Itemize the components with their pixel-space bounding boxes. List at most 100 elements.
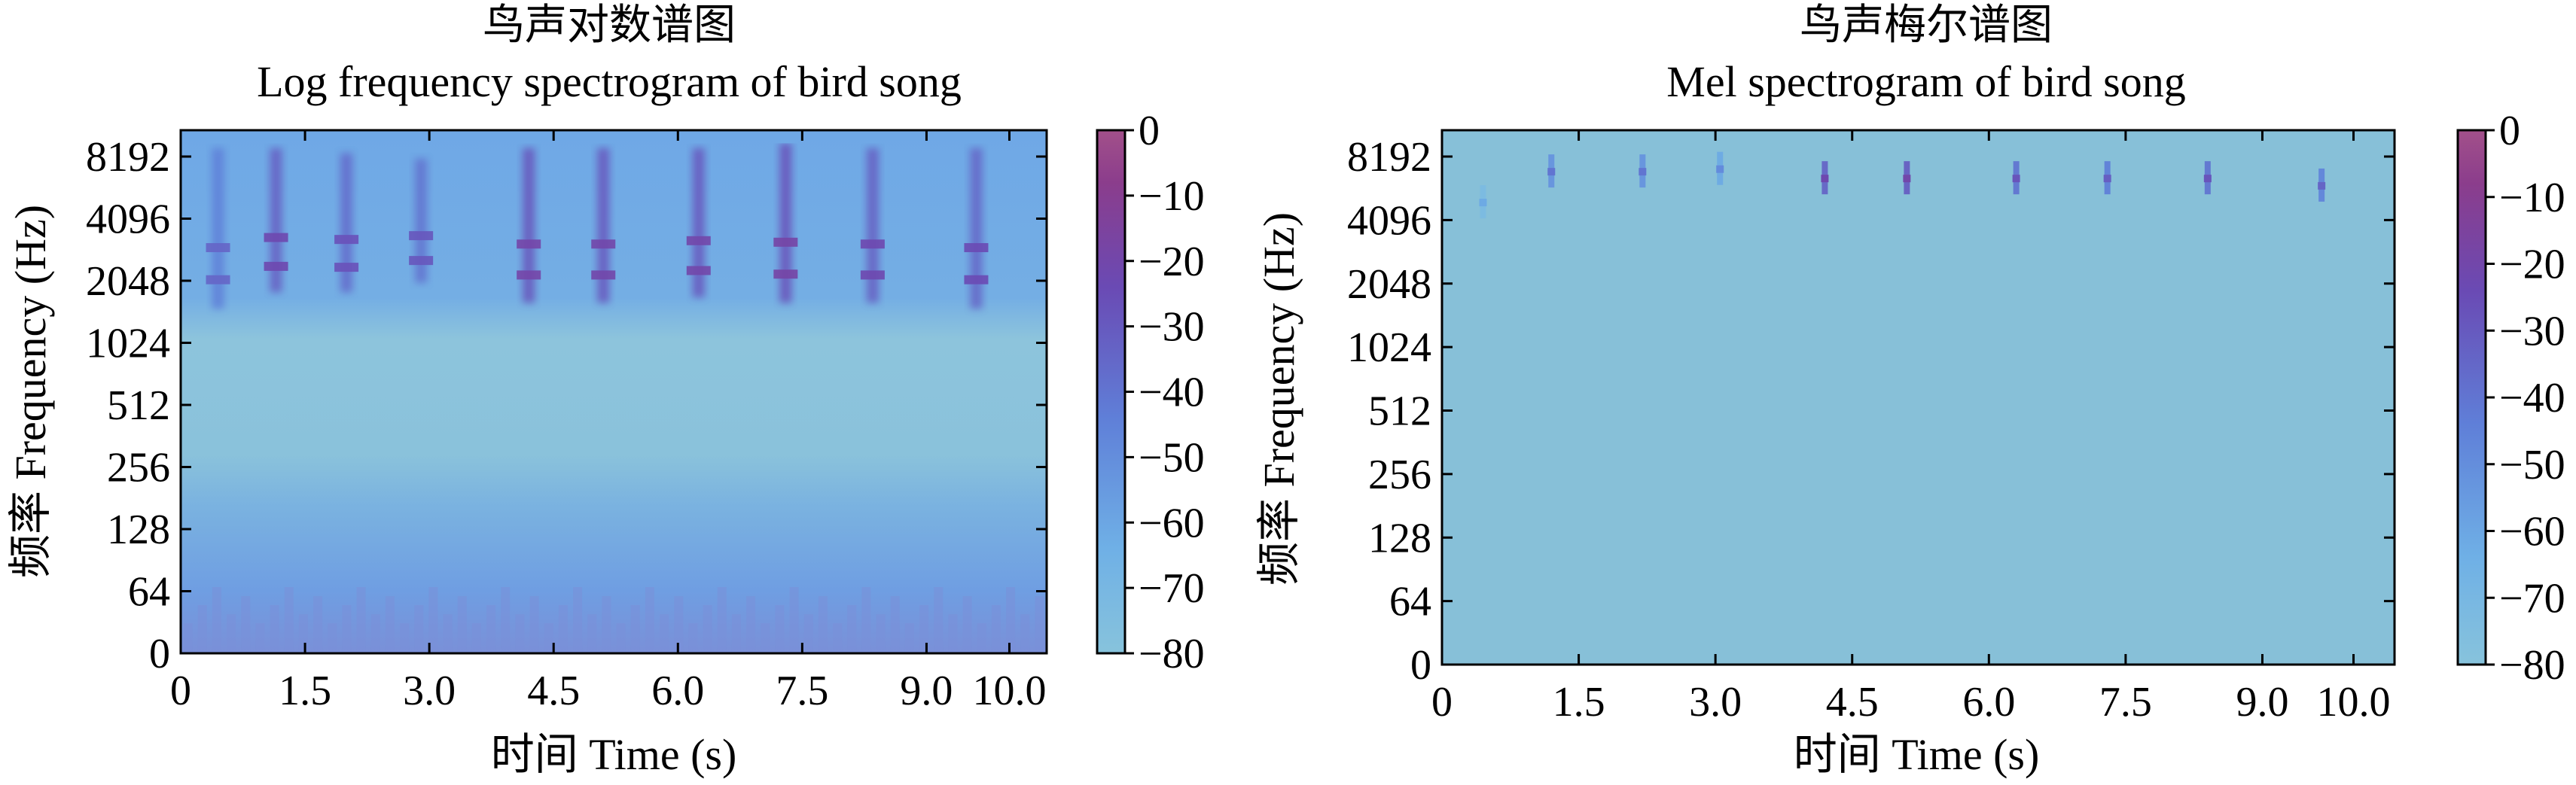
panel2-colorbar-ticks: 0 −10 −20 −30 −40 −50 −60 −70 −80 [2486,108,2565,689]
x-tick-label: 1.5 [1553,679,1605,726]
y-tick-label: 0 [149,631,170,677]
spectrogram-harmonic-mark [264,233,288,242]
low-frequency-noise-mark [458,596,467,653]
spectrogram-harmonic-mark [517,239,541,248]
spectrogram-harmonic-mark [687,266,711,275]
x-tick-label: 0 [1431,679,1453,726]
low-frequency-noise-mark [703,605,712,653]
low-frequency-noise-mark [861,587,870,653]
x-tick-label: 4.5 [1826,679,1879,726]
low-frequency-noise-mark [328,623,337,653]
low-frequency-noise-mark [530,596,539,653]
low-frequency-noise-mark [299,614,308,653]
x-tick-label: 1.5 [279,668,331,714]
y-tick-label: 64 [128,569,170,616]
colorbar-tick-label: −80 [2499,642,2565,689]
spectrogram-harmonic-mark [409,256,433,265]
low-frequency-noise-mark [631,605,640,653]
y-tick-label: 512 [107,382,170,429]
y-tick-label: 256 [107,445,170,491]
panel-mel-spectrogram: 鸟声梅尔谱图 Mel spectrogram of bird song 0 1.5… [1254,2,2565,779]
low-frequency-noise-mark [732,614,741,653]
colorbar-tick-label: −70 [2499,575,2565,622]
y-tick-label: 0 [1410,642,1431,689]
y-tick-label: 1024 [86,321,170,367]
y-tick-label: 4096 [86,196,170,243]
y-tick-label: 128 [107,507,170,553]
low-frequency-noise-mark [847,605,856,653]
panel2-title-en: Mel spectrogram of bird song [1666,57,2185,106]
mel-call-core [1821,175,1829,183]
panel2-heatmap [1440,129,2396,666]
colorbar-tick-label: 0 [1139,108,1160,154]
spectrogram-harmonic-mark [334,235,358,244]
panel1-title-cn: 鸟声对数谱图 [483,2,736,49]
panel1-title-en: Log frequency spectrogram of bird song [257,57,962,106]
panel2-colorbar-gradient [2456,129,2487,666]
y-tick-label: 4096 [1347,197,1431,244]
low-frequency-noise-mark [919,605,928,653]
spectrogram-call-mark [867,148,879,303]
spectrogram-call-mark [212,148,224,309]
x-tick-label: 0 [170,668,191,714]
low-frequency-noise-mark [674,596,683,653]
colorbar-tick-label: 0 [2499,108,2520,154]
spectrogram-harmonic-mark [861,270,885,279]
y-tick-label: 256 [1368,452,1431,498]
low-frequency-noise-mark [963,596,972,653]
spectrogram-call-mark [693,148,705,297]
low-frequency-noise-mark [718,587,727,653]
x-tick-label: 7.5 [776,668,828,714]
low-frequency-noise-mark [573,587,582,653]
x-tick-label: 9.0 [2236,679,2288,726]
colorbar-tick-label: −30 [2499,308,2565,354]
low-frequency-noise-mark [1020,614,1029,653]
spectrogram-harmonic-mark [409,231,433,240]
mel-call-core [2012,175,2020,183]
low-frequency-noise-mark [587,614,596,653]
panel1-heatmap [179,129,1048,655]
panel1-y-label: 频率 Frequency (Hz) [6,205,55,578]
panel1-y-ticks: 0 64 128 256 512 1024 2048 4096 8192 [86,134,1047,677]
y-tick-label: 1024 [1347,324,1431,371]
colorbar-tick-label: −80 [1139,631,1205,677]
low-frequency-noise-mark [255,623,264,653]
low-frequency-noise-mark [1006,587,1015,653]
x-tick-label: 6.0 [651,668,704,714]
spectrogram-harmonic-mark [591,239,615,248]
colorbar-tick-label: −40 [2499,375,2565,421]
low-frequency-noise-mark [472,623,481,653]
panel1-plot-area [181,130,1047,653]
low-frequency-noise-mark [948,614,957,653]
spectrogram-call-mark [597,148,609,303]
mel-call-core [1479,199,1487,207]
colorbar-tick-label: −40 [1139,370,1205,416]
x-tick-label: 4.5 [527,668,580,714]
low-frequency-noise-mark [977,623,986,653]
spectrogram-harmonic-mark [964,243,988,252]
x-tick-label: 7.5 [2099,679,2152,726]
panel2-title-cn: 鸟声梅尔谱图 [1800,2,2053,49]
y-tick-label: 128 [1368,515,1431,561]
x-tick-label: 9.0 [900,668,953,714]
panel2-colorbar: 0 −10 −20 −30 −40 −50 −60 −70 −80 [2456,108,2565,689]
spectrogram-harmonic-mark [334,263,358,272]
low-frequency-noise-mark [444,614,453,653]
low-frequency-noise-mark [501,587,510,653]
x-tick-label: 6.0 [1962,679,2015,726]
low-frequency-noise-mark [386,596,395,653]
low-frequency-noise-mark [688,623,697,653]
mel-call-core [2203,175,2212,183]
colorbar-tick-label: −70 [1139,565,1205,612]
y-tick-label: 8192 [86,134,170,181]
low-frequency-noise-mark [819,596,828,653]
low-frequency-noise-mark [775,605,784,653]
y-tick-label: 2048 [86,258,170,305]
low-frequency-noise-mark [212,587,221,653]
x-tick-label: 10.0 [2317,679,2391,726]
low-frequency-noise-mark [905,623,914,653]
spectrogram-call-mark [270,148,282,293]
low-frequency-noise-mark [660,614,669,653]
low-frequency-noise-mark [270,605,279,653]
